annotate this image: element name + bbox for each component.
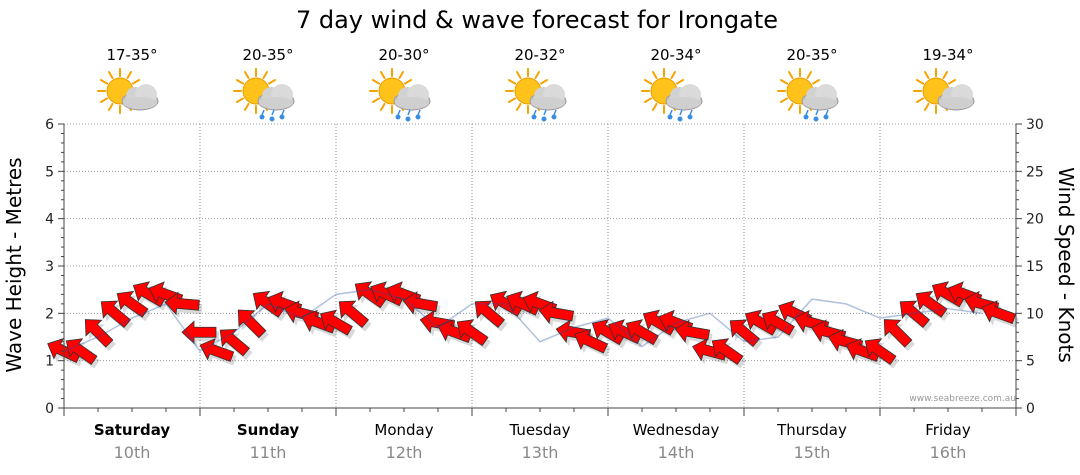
day-name-label: Sunday	[237, 421, 300, 439]
left-axis-label: Wave Height - Metres	[2, 157, 26, 372]
plot-axes: 0 1 2 3 4 5 6 0 5 10 15 20 25 30	[45, 117, 1044, 417]
chart-title: 7 day wind & wave forecast for Irongate	[296, 6, 778, 34]
left-tick-label: 3	[45, 259, 54, 275]
left-tick-label: 6	[45, 117, 54, 133]
wind-arrow	[319, 309, 353, 336]
day-forecast-header: 17-35° 20-35° 20-30° 20-32° 20-34° 20-35° 19-3…	[97, 46, 975, 122]
right-tick-label: 5	[1026, 354, 1035, 370]
wind-arrow	[538, 300, 575, 325]
partly-cloudy-icon	[913, 68, 975, 114]
right-tick-label: 25	[1026, 164, 1044, 180]
wind-arrow	[338, 300, 370, 329]
wind-arrow	[574, 328, 609, 354]
plot-grid	[64, 123, 1016, 408]
wind-arrow	[711, 338, 744, 366]
day-name-label: Wednesday	[633, 421, 720, 439]
wind-arrow	[65, 338, 98, 366]
day-temperature: 20-35°	[786, 46, 837, 64]
left-tick-label: 0	[45, 401, 54, 417]
day-name-label: Monday	[374, 421, 433, 439]
wind-arrow	[981, 300, 1017, 325]
right-tick-label: 20	[1026, 212, 1044, 228]
wind-arrow	[883, 319, 913, 348]
wind-arrow	[915, 290, 948, 318]
day-date-label: 10th	[114, 443, 151, 462]
wind-arrow	[674, 319, 711, 344]
day-temperature: 20-30°	[378, 46, 429, 64]
day-temperature: 17-35°	[106, 46, 157, 64]
wind-arrow	[84, 319, 114, 348]
wave-height-line	[63, 288, 983, 353]
day-date-label: 12th	[386, 443, 423, 462]
wind-arrow	[864, 338, 897, 366]
wind-arrow	[237, 309, 267, 339]
right-tick-label: 10	[1026, 306, 1044, 322]
wind-arrow	[899, 300, 931, 329]
left-tick-label: 5	[45, 164, 54, 180]
right-tick-label: 0	[1026, 401, 1035, 417]
day-date-label: 14th	[658, 443, 695, 462]
day-temperature: 20-34°	[650, 46, 701, 64]
day-date-label: 13th	[522, 443, 559, 462]
wind-arrow	[219, 329, 251, 357]
right-tick-label: 15	[1026, 259, 1044, 275]
day-date-label: 11th	[250, 443, 287, 462]
left-tick-label: 4	[45, 212, 54, 228]
day-temperature: 19-34°	[922, 46, 973, 64]
wind-arrow	[181, 320, 217, 345]
wind-arrow	[402, 291, 439, 315]
day-temperature: 20-35°	[242, 46, 293, 64]
showers-icon	[505, 68, 567, 122]
seabreeze-credit: www.seabreeze.com.au	[909, 394, 1016, 404]
day-name-label: Tuesday	[508, 421, 570, 439]
wind-arrow	[164, 291, 200, 316]
wind-arrow	[456, 319, 489, 347]
day-date-label: 15th	[794, 443, 831, 462]
wind-arrow	[761, 309, 795, 336]
left-tick-label: 1	[45, 354, 54, 370]
showers-icon	[777, 68, 839, 122]
wind-arrow	[625, 319, 659, 346]
wind-arrows	[47, 281, 1019, 369]
wind-arrow	[199, 338, 235, 362]
wind-arrow	[116, 290, 149, 318]
day-name-label: Saturday	[94, 421, 171, 439]
wind-arrow	[474, 300, 506, 329]
day-date-label: 16th	[930, 443, 967, 462]
right-axis-label: Wind Speed - Knots	[1054, 167, 1078, 363]
wind-arrow	[100, 300, 132, 329]
showers-icon	[641, 68, 703, 122]
partly-cloudy-icon	[97, 68, 159, 114]
day-name-label: Thursday	[776, 421, 847, 439]
day-axis-labels: Saturday 10th Sunday 11th Monday 12th Tuesday 1…	[94, 421, 971, 462]
right-tick-label: 30	[1026, 117, 1044, 133]
day-temperature: 20-32°	[514, 46, 565, 64]
showers-icon	[369, 68, 431, 122]
day-name-label: Friday	[925, 421, 971, 439]
showers-icon	[233, 68, 295, 122]
wind-arrow	[729, 319, 761, 347]
left-tick-label: 2	[45, 306, 54, 322]
